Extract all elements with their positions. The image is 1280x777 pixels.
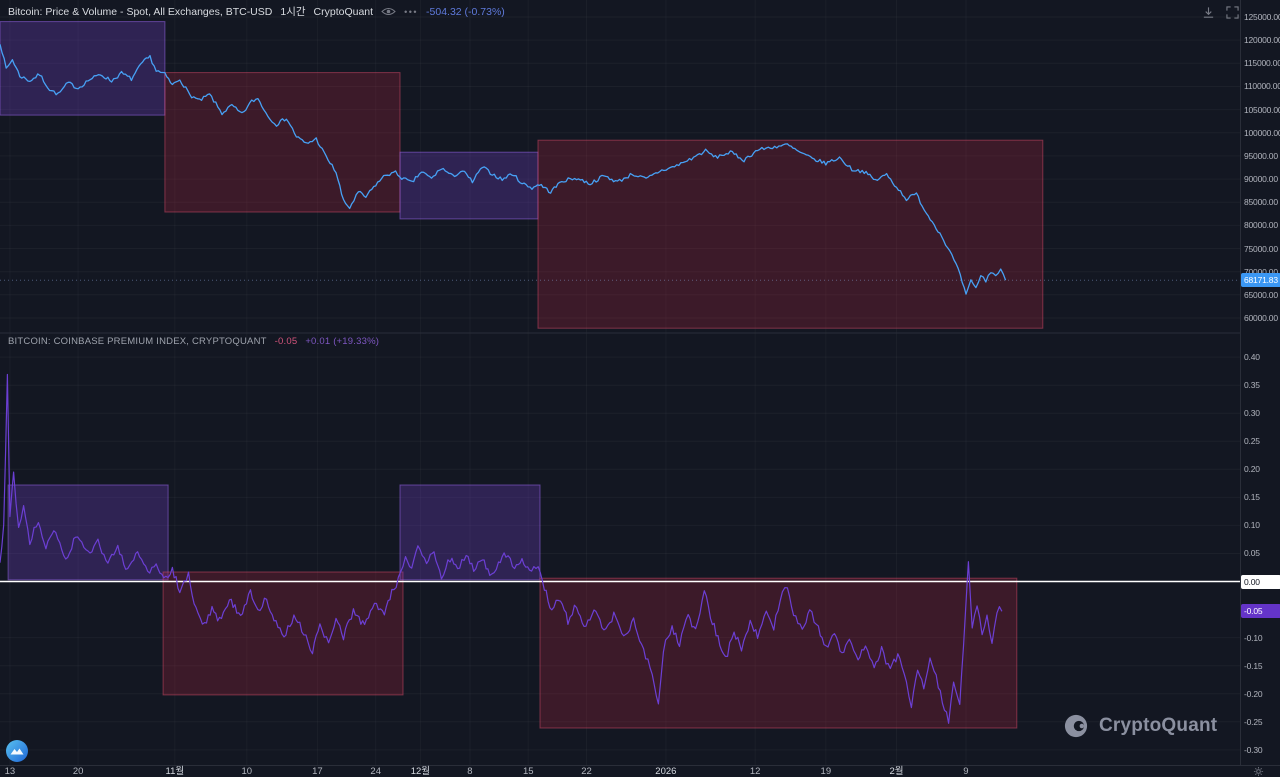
price-tick-label: -0.15: [1244, 660, 1263, 671]
chart-logo-button[interactable]: [6, 740, 28, 767]
price-tick-label: 110000.00: [1244, 81, 1280, 92]
price-change-label: -504.32 (-0.73%): [426, 5, 505, 18]
watermark-text: CryptoQuant: [1099, 715, 1218, 736]
interval-selector[interactable]: 1시간: [280, 6, 306, 18]
price-tick-label: -0.25: [1244, 716, 1263, 727]
btc-usd-price-series[interactable]: [0, 44, 1007, 295]
price-tick-label: 105000.00: [1244, 104, 1280, 115]
time-tick-label: 22: [581, 766, 592, 777]
last-value-badge: -0.05: [1241, 604, 1280, 619]
download-button[interactable]: [1200, 4, 1216, 20]
time-axis[interactable]: 13 20 11월 10 17 24 12월 8 15 22 2026 12 19 2월 9: [0, 765, 1280, 777]
price-tick-label: 70000.00: [1244, 266, 1278, 277]
price-panel-legend: Bitcoin: Price & Volume - Spot, All Exch…: [8, 4, 505, 19]
time-tick-label: 8: [467, 766, 473, 777]
axis-settings-button[interactable]: [1253, 766, 1264, 777]
fullscreen-button[interactable]: [1224, 4, 1240, 20]
cryptoquant-mark-icon: [1064, 714, 1088, 738]
price-tick-label: 0.05: [1244, 548, 1260, 559]
last-value-badge: 0.00: [1241, 574, 1280, 589]
mountain-circle-icon: [6, 740, 28, 762]
time-tick-label: 11월: [165, 766, 185, 777]
price-tick-label: -0.20: [1244, 688, 1263, 699]
highlight-box-purple[interactable]: [7, 484, 169, 581]
time-tick-label: 2월: [889, 766, 904, 777]
cryptoquant-watermark: CryptoQuant: [1062, 712, 1217, 740]
price-tick-label: 80000.00: [1244, 220, 1278, 231]
time-tick-label: 19: [820, 766, 832, 777]
time-tick-label: 20: [72, 766, 84, 777]
highlight-box-red[interactable]: [539, 577, 1018, 729]
top-right-controls: [1200, 4, 1240, 20]
price-tick-label: 85000.00: [1244, 197, 1278, 208]
more-options-button[interactable]: •••: [404, 6, 419, 17]
price-tick-label: 60000.00: [1244, 312, 1278, 323]
price-tick-label: 0.20: [1244, 464, 1260, 475]
indicator-panel-legend: BITCOIN: COINBASE PREMIUM INDEX, CRYPTOQ…: [8, 336, 379, 347]
last-value-badge: 68171.83: [1241, 273, 1280, 288]
eye-icon: [381, 8, 396, 15]
time-tick-label: 17: [312, 766, 323, 777]
indicator-value: -0.05: [274, 336, 298, 347]
price-tick-label: 115000.00: [1244, 58, 1280, 69]
time-tick-label: 12월: [410, 766, 431, 777]
price-tick-label: 0.25: [1244, 436, 1260, 447]
price-tick-label: 0.15: [1244, 492, 1260, 503]
price-axis[interactable]: 125000.00 120000.00 115000.00 110000.00 1050…: [1240, 0, 1280, 765]
indicator-change-label: +0.01 (+19.33%): [305, 336, 380, 347]
highlight-box-red[interactable]: [537, 139, 1044, 329]
price-tick-label: 90000.00: [1244, 174, 1278, 185]
highlight-box-purple[interactable]: [0, 21, 166, 116]
price-tick-label: 0.35: [1244, 380, 1260, 391]
time-tick-label: 10: [241, 766, 253, 777]
gear-icon: [1253, 766, 1264, 777]
time-tick-label: 2026: [655, 766, 677, 777]
price-tick-label: 0.30: [1244, 408, 1260, 419]
highlight-box-purple[interactable]: [399, 484, 541, 581]
highlight-box-red[interactable]: [162, 571, 404, 696]
time-tick-label: 24: [370, 766, 382, 777]
time-tick-label: 15: [522, 766, 534, 777]
time-tick-label: 13: [4, 766, 16, 777]
price-tick-label: 120000.00: [1244, 35, 1280, 46]
source-label: CryptoQuant: [313, 5, 374, 18]
download-arrow-icon: [1203, 6, 1213, 18]
indicator-title: BITCOIN: COINBASE PREMIUM INDEX, CRYPTOQ…: [8, 336, 267, 347]
price-tick-label: 0.10: [1244, 520, 1260, 531]
time-tick-label: 12: [749, 766, 761, 777]
price-tick-label: -0.30: [1244, 744, 1263, 755]
price-tick-label: 0.40: [1244, 352, 1260, 363]
highlight-box-purple[interactable]: [399, 151, 539, 220]
time-tick-label: 9: [963, 766, 969, 777]
price-tick-label: 100000.00: [1244, 127, 1280, 138]
price-tick-label: 75000.00: [1244, 243, 1278, 254]
chart-title: Bitcoin: Price & Volume - Spot, All Exch…: [8, 5, 273, 18]
price-tick-label: -0.10: [1244, 632, 1263, 643]
price-tick-label: 65000.00: [1244, 289, 1278, 300]
coinbase-premium-index-series[interactable]: [0, 373, 1003, 724]
highlight-box-red[interactable]: [164, 72, 401, 213]
visibility-toggle-button[interactable]: [381, 6, 396, 17]
price-tick-label: 95000.00: [1244, 150, 1278, 161]
price-tick-label: 125000.00: [1244, 11, 1280, 22]
expand-icon: [1225, 5, 1239, 19]
